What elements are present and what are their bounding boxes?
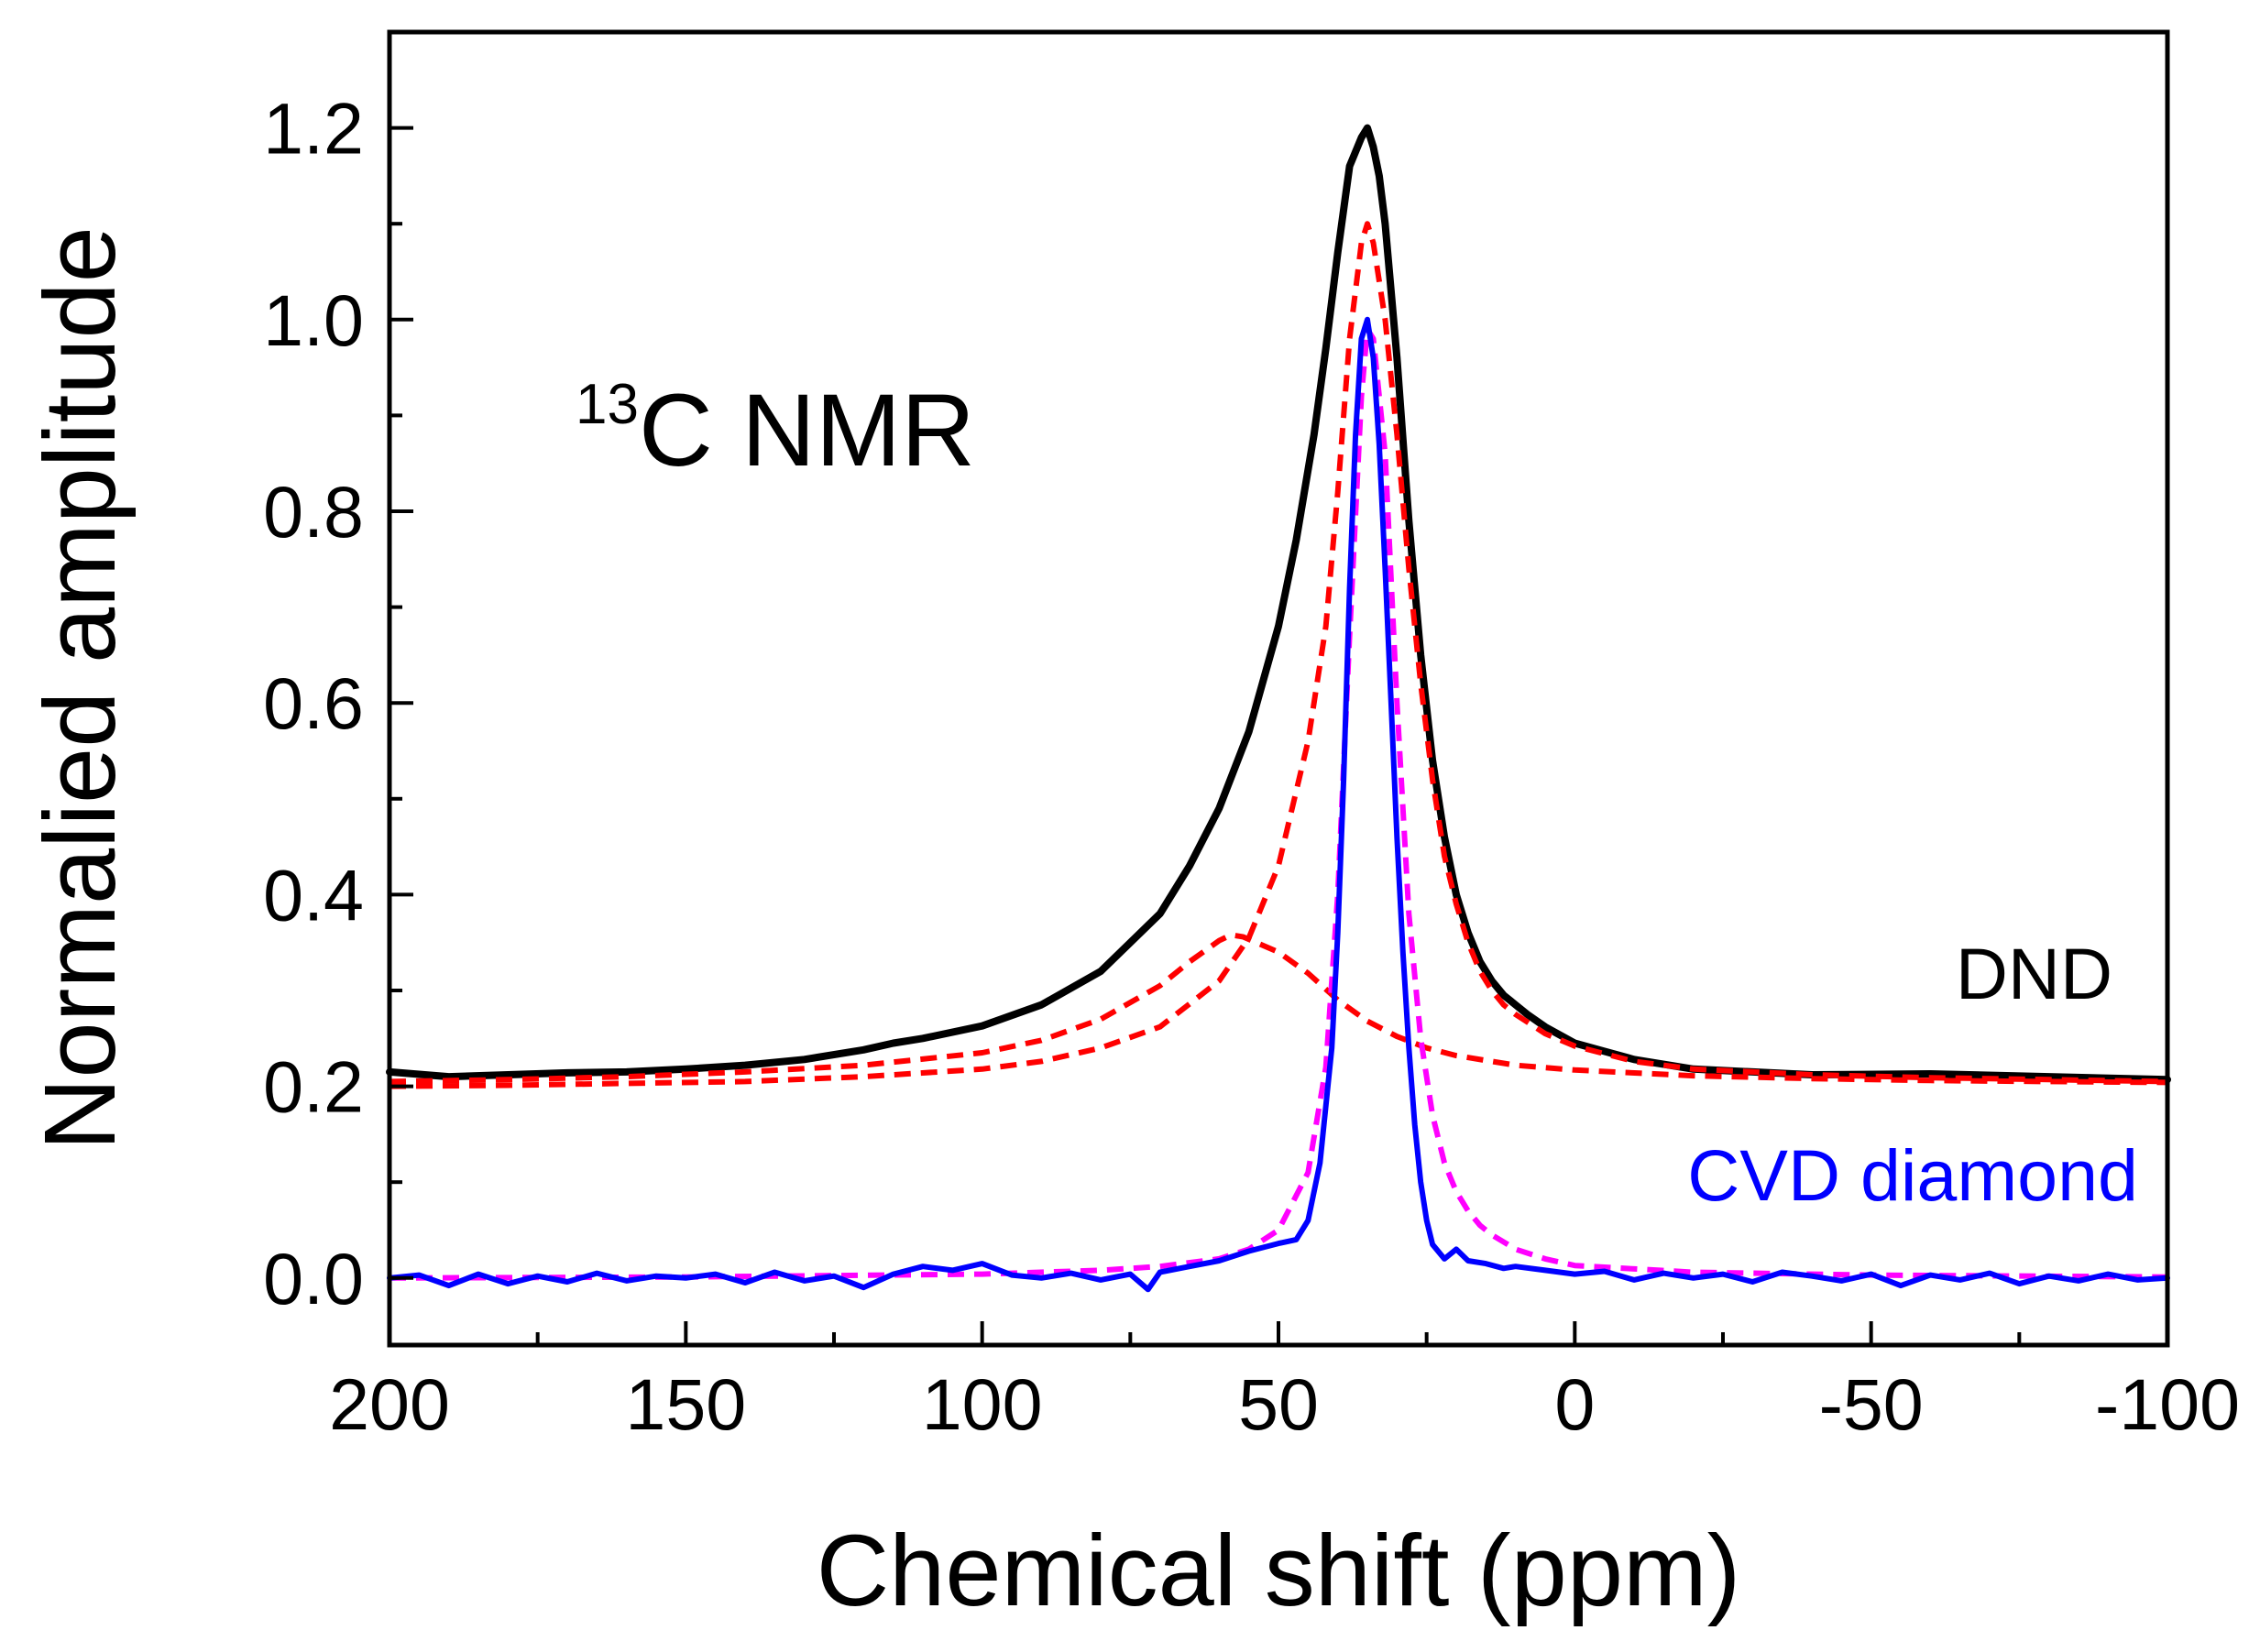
cvd-diamond-label: CVD diamond [1687,1134,2138,1216]
nmr-annotation-superscript: 13 [576,373,639,436]
y-tick-label: 0.8 [263,471,364,552]
x-tick-label: -50 [1819,1363,1924,1445]
y-tick-label: 1.0 [263,279,364,361]
x-axis-title: Chemical shift (ppm) [817,1515,1741,1627]
nmr-annotation-text: C NMR [639,373,975,487]
y-tick-label: 0.4 [263,854,364,935]
series-line-4 [387,316,2170,1293]
y-tick-label: 0.0 [263,1238,364,1319]
y-tick-label: 0.6 [263,662,364,744]
y-tick-label: 0.2 [263,1046,364,1128]
series-line-2 [389,932,2168,1086]
x-tick-label: -100 [2095,1363,2240,1445]
series-layer [386,124,2171,1293]
y-tick-label: 1.2 [263,88,364,170]
y-axis-title: Normalied amplitude [24,226,137,1151]
x-tick-label: 100 [922,1363,1043,1445]
series-line-1 [389,221,2168,1089]
dnd-label: DND [1956,933,2112,1014]
x-tick-label: 0 [1554,1363,1595,1445]
tick-layer [388,126,2169,1345]
series-line-0 [386,124,2171,1084]
tick-label-layer: 200 150 100 50 0 -50 -100 0.0 0.2 0.4 0.6 0.8 1.0 1.2 [263,88,2240,1445]
nmr-annotation: 13C NMR [576,373,975,487]
x-tick-label: 50 [1238,1363,1319,1445]
x-tick-label: 200 [329,1363,450,1445]
x-tick-label: 150 [625,1363,746,1445]
